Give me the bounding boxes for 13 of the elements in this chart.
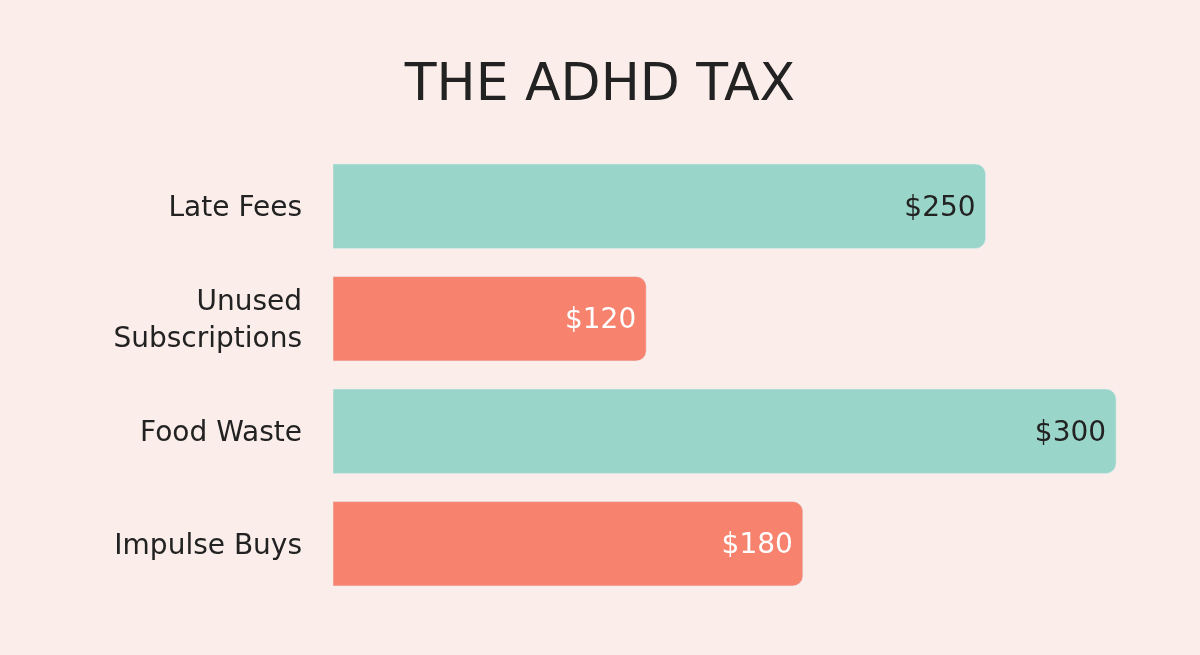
data-label: $180: [721, 527, 793, 561]
y-tick-label: Late Fees: [168, 190, 302, 224]
y-tick-label: Unused Subscriptions: [113, 284, 302, 354]
bar: [333, 388, 1117, 474]
data-label: $300: [1034, 414, 1107, 448]
data-label: $120: [564, 302, 637, 336]
bar: [333, 276, 647, 362]
bar: [333, 163, 986, 249]
chart-title: THE ADHD TAX: [403, 52, 796, 113]
bar: [333, 501, 804, 587]
data-label: $250: [904, 189, 976, 223]
y-tick-label: Impulse Buys: [114, 527, 302, 561]
y-tick-label: Food Waste: [140, 415, 302, 449]
